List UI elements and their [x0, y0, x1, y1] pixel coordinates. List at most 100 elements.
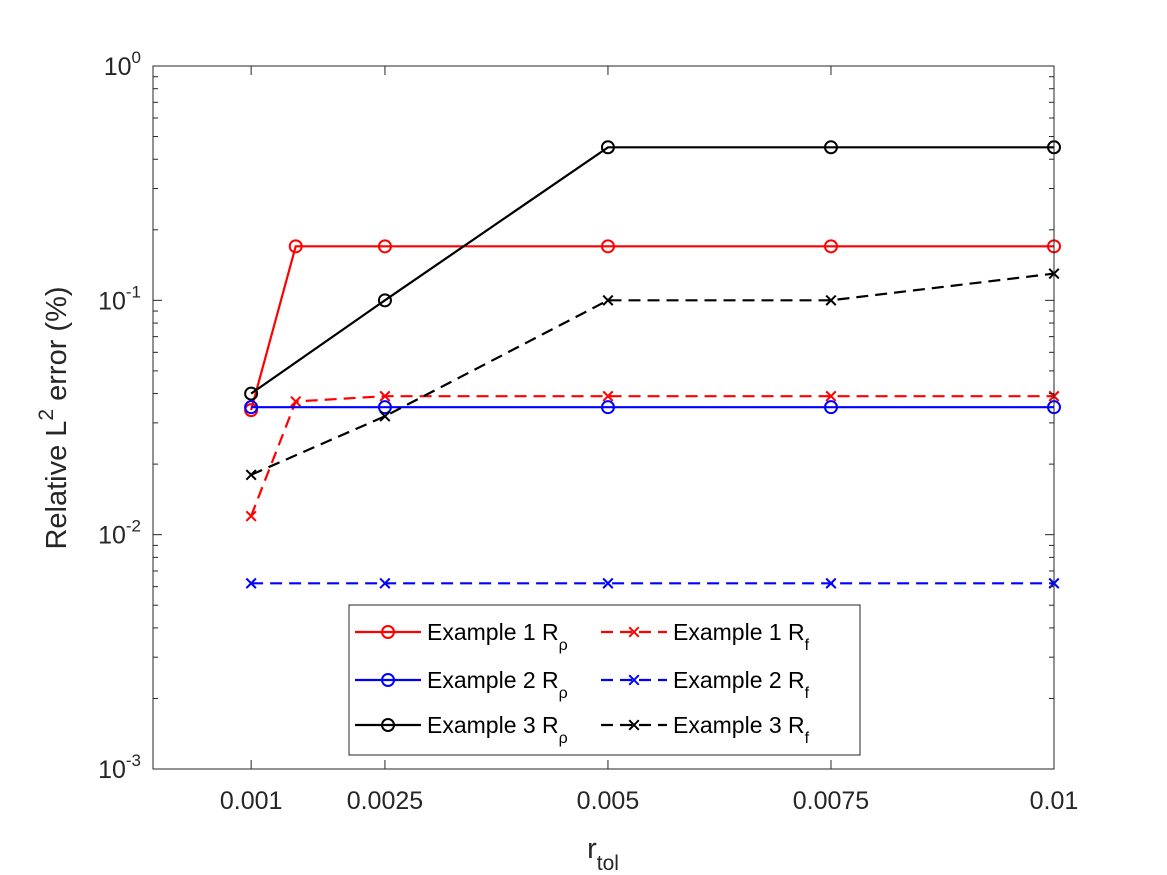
series-line [250, 395, 1054, 517]
axes-border [152, 65, 1055, 770]
legend-swatch-marker [381, 625, 395, 639]
series-3 [244, 400, 1061, 415]
legend-label-main: Example 3 R [673, 712, 805, 738]
y-tick-exponent: -3 [126, 751, 141, 770]
x-marker [290, 396, 302, 408]
legend-entry: Example 2 Rf [601, 667, 810, 702]
legend-swatch-marker [628, 719, 640, 731]
circle-marker [600, 239, 615, 254]
legend-label-sub: f [805, 637, 810, 654]
legend-swatch-marker [628, 674, 640, 686]
legend-label-main: Example 3 R [427, 712, 559, 738]
x-tick-label: 0.005 [577, 787, 640, 815]
y-tick-exponent: 0 [132, 48, 141, 67]
circle-marker [823, 400, 838, 415]
y-tick-exponent: -2 [126, 517, 141, 536]
y-axis-label-post: error (%) [41, 286, 73, 408]
y-tick-label: 10-3 [98, 751, 141, 784]
legend-swatch-marker [628, 626, 640, 638]
series-1 [244, 239, 1061, 418]
marker-stroke [379, 390, 391, 402]
x-axis-label-main: r [587, 833, 597, 865]
marker-stroke [245, 469, 257, 481]
legend-entry: Example 3 Rρ [355, 712, 568, 747]
x-marker [379, 410, 391, 422]
y-tick-base: 10 [104, 53, 132, 81]
marker-stroke [628, 674, 640, 686]
series-2 [245, 390, 1060, 522]
circle-marker [244, 400, 259, 415]
x-axis-label: rtol [587, 833, 619, 875]
series-line [250, 272, 1055, 476]
marker-stroke [825, 294, 837, 306]
marker-stroke [290, 396, 302, 408]
series-line [250, 245, 1054, 411]
legend-label: Example 2 Rρ [427, 667, 568, 702]
circle-marker [377, 293, 392, 308]
circle-marker [377, 400, 392, 415]
circle-marker [288, 239, 303, 254]
legend-entry: Example 3 Rf [601, 712, 810, 747]
legend-label: Example 1 Rf [673, 619, 810, 654]
y-axis-label: Relative L2 error (%) [35, 286, 73, 549]
legend-label: Example 2 Rf [673, 667, 810, 702]
x-marker [602, 577, 614, 589]
legend-swatch-marker [381, 718, 395, 732]
y-tick-label: 10-1 [98, 282, 141, 315]
circle-marker [823, 140, 838, 155]
legend-label-sub: f [805, 730, 810, 747]
series-6 [245, 268, 1060, 481]
circle-marker [600, 140, 615, 155]
marker-stroke [602, 577, 614, 589]
legend-label-main: Example 2 R [427, 667, 559, 693]
circle-marker [600, 400, 615, 415]
y-axis-label-pre: Relative L [41, 421, 73, 550]
y-tick-label: 100 [104, 48, 141, 81]
y-tick-base: 10 [98, 287, 126, 315]
legend-label: Example 1 Rρ [427, 619, 568, 654]
marker-stroke [245, 510, 257, 522]
circle-marker [244, 386, 259, 401]
x-marker [825, 577, 837, 589]
circle-marker [823, 239, 838, 254]
x-marker [825, 294, 837, 306]
x-tick-label: 0.0025 [347, 787, 423, 815]
marker-stroke [825, 390, 837, 402]
circle-marker [377, 239, 392, 254]
y-axis-label-sup: 2 [35, 409, 58, 421]
x-axis-label-sub: tol [597, 852, 619, 875]
legend-label: Example 3 Rf [673, 712, 810, 747]
legend-label-main: Example 1 R [673, 619, 805, 645]
legend-entry: Example 1 Rρ [355, 619, 568, 654]
y-tick-base: 10 [98, 522, 126, 550]
legend-label-sub: ρ [559, 730, 568, 747]
x-tick-label: 0.01 [1030, 787, 1079, 815]
x-tick-label: 0.0075 [793, 787, 869, 815]
series-line [250, 146, 1054, 395]
marker-stroke [379, 577, 391, 589]
legend-label-sub: f [805, 685, 810, 702]
legend-entry: Example 2 Rρ [355, 667, 568, 702]
x-marker [825, 390, 837, 402]
y-tick-label: 10-2 [98, 517, 141, 550]
y-tick-base: 10 [98, 756, 126, 784]
marker-stroke [825, 577, 837, 589]
x-marker [245, 577, 257, 589]
x-tick-label: 0.001 [220, 787, 283, 815]
marker-stroke [379, 410, 391, 422]
legend-swatch-marker [381, 673, 395, 687]
x-marker [245, 469, 257, 481]
x-axis: 0.001 0.0025 0.005 0.0075 0.01 [220, 66, 1078, 815]
x-marker [245, 510, 257, 522]
y-tick-exponent: -1 [126, 282, 141, 301]
x-marker [602, 294, 614, 306]
x-marker [602, 390, 614, 402]
legend-label-sub: ρ [559, 637, 568, 654]
x-marker [379, 390, 391, 402]
marker-stroke [602, 390, 614, 402]
legend-entry: Example 1 Rf [601, 619, 810, 654]
legend-label: Example 3 Rρ [427, 712, 568, 747]
marker-stroke [628, 626, 640, 638]
